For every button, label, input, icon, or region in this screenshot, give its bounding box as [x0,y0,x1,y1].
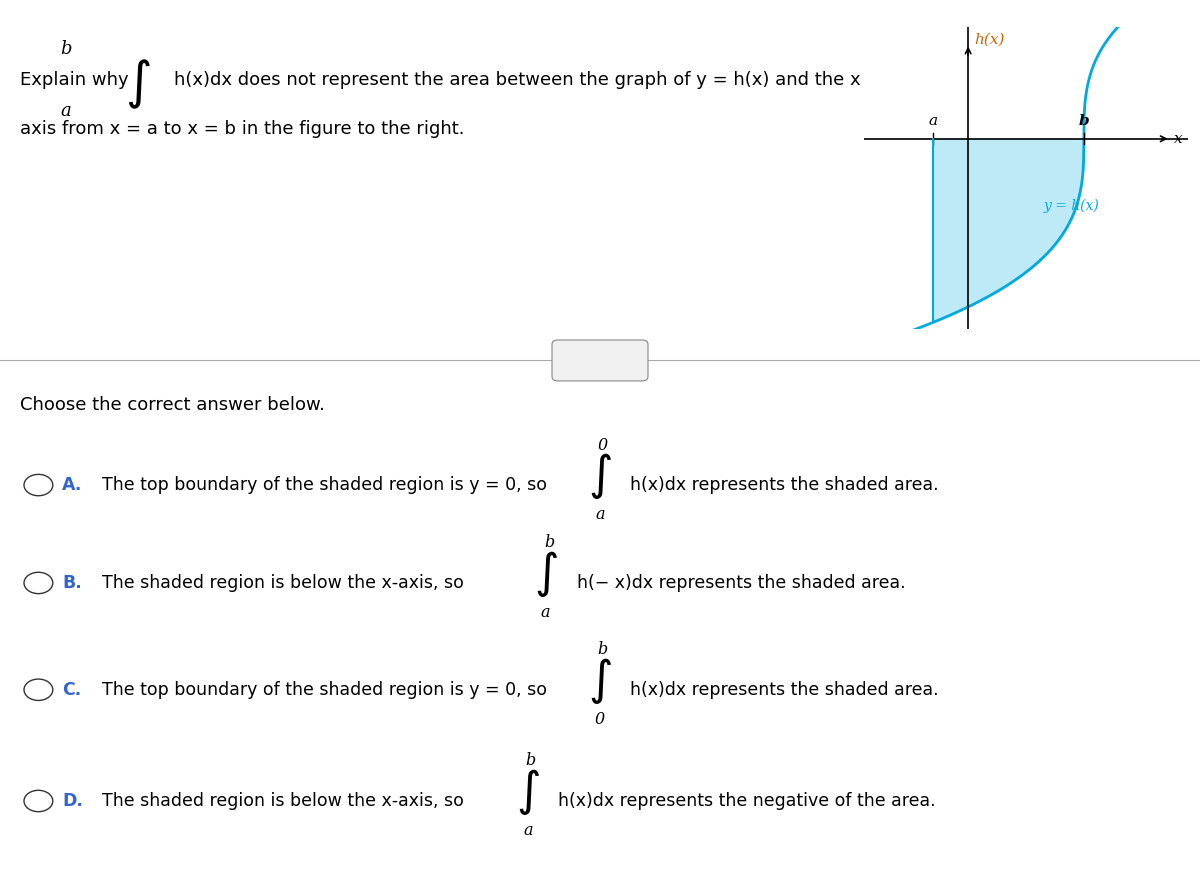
Text: The shaded region is below the x-axis, so: The shaded region is below the x-axis, s… [102,574,464,592]
Text: b: b [526,752,535,770]
Text: h(x)dx does not represent the area between the graph of y = h(x) and the x: h(x)dx does not represent the area betwe… [174,71,860,89]
Text: The shaded region is below the x-axis, so: The shaded region is below the x-axis, s… [102,792,464,810]
Text: The top boundary of the shaded region is y = 0, so: The top boundary of the shaded region is… [102,476,547,494]
FancyBboxPatch shape [552,340,648,381]
Text: h(− x)dx represents the shaded area.: h(− x)dx represents the shaded area. [577,574,906,592]
Text: A.: A. [62,476,83,494]
Text: y = h(x): y = h(x) [1043,198,1099,214]
Text: Choose the correct answer below.: Choose the correct answer below. [20,396,325,414]
Text: a: a [929,114,938,127]
Text: a: a [540,603,550,621]
Text: C.: C. [62,681,82,699]
Text: $\int$: $\int$ [588,451,612,501]
Text: h(x)dx represents the shaded area.: h(x)dx represents the shaded area. [630,681,938,699]
Text: h(x)dx represents the shaded area.: h(x)dx represents the shaded area. [630,476,938,494]
Text: a: a [595,506,605,523]
Text: x: x [1174,132,1183,146]
Text: a: a [523,821,533,839]
Text: $\int$: $\int$ [534,549,558,599]
Text: $\int$: $\int$ [588,656,612,706]
Text: 0: 0 [595,710,605,728]
Text: a: a [61,102,71,120]
Text: Explain why: Explain why [20,71,130,89]
Text: D.: D. [62,792,83,810]
Text: b: b [545,534,554,552]
Text: $\int$: $\int$ [125,58,151,111]
Text: h(x): h(x) [974,33,1004,47]
Text: $\int$: $\int$ [516,767,540,817]
Text: 0: 0 [598,436,607,454]
Text: B.: B. [62,574,82,592]
Text: The top boundary of the shaded region is y = 0, so: The top boundary of the shaded region is… [102,681,547,699]
Text: axis from x = a to x = b in the figure to the right.: axis from x = a to x = b in the figure t… [20,120,464,138]
Text: ...: ... [594,354,606,367]
Text: h(x)dx represents the negative of the area.: h(x)dx represents the negative of the ar… [558,792,936,810]
Text: b: b [60,40,72,58]
Text: b: b [598,641,607,659]
Text: b: b [1079,114,1090,127]
